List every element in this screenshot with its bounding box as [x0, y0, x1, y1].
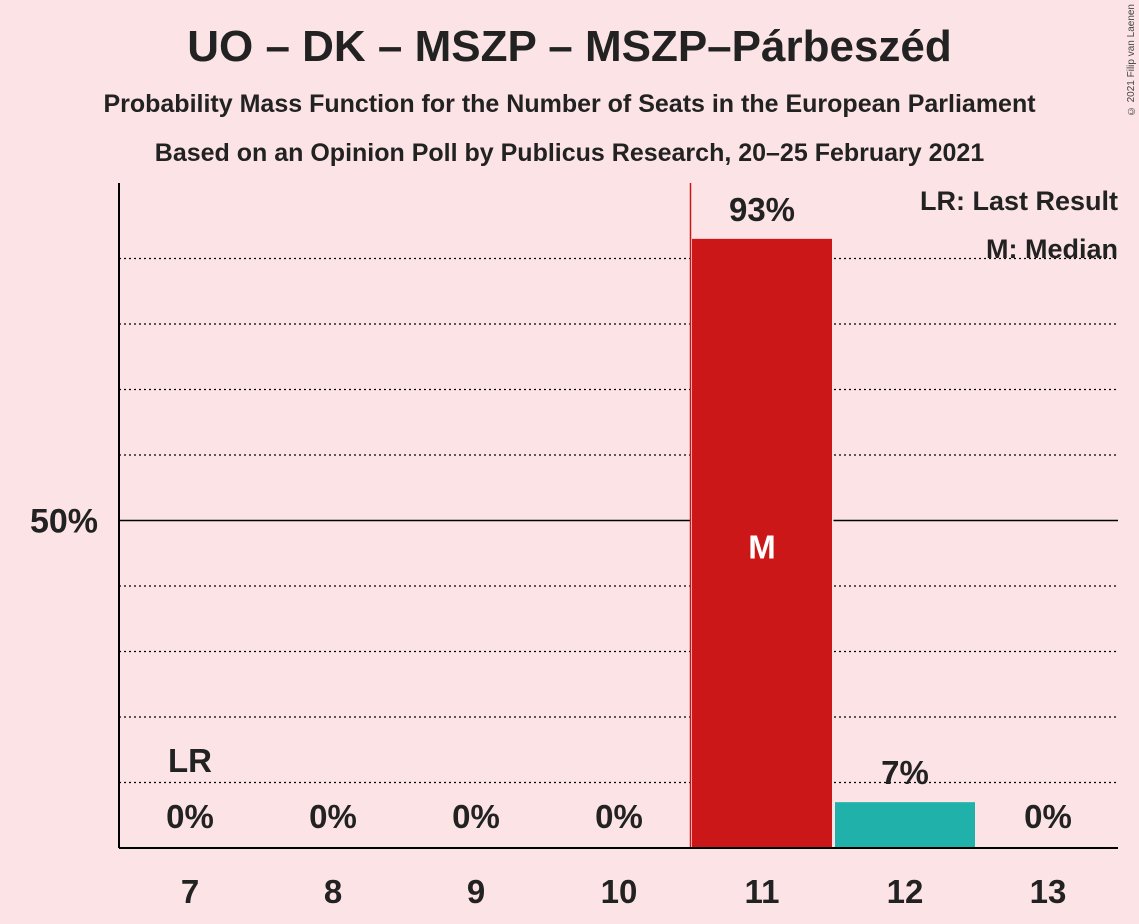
value-label-8: 0%: [309, 798, 357, 835]
x-tick-label-11: 11: [745, 873, 780, 910]
y-tick-label: 50%: [30, 503, 98, 541]
value-label-11: 93%: [729, 191, 795, 228]
chart-subtitle-2: Based on an Opinion Poll by Publicus Res…: [154, 139, 985, 167]
value-label-13: 0%: [1024, 798, 1072, 835]
x-tick-label-9: 9: [467, 873, 485, 910]
chart-subtitle: Probability Mass Function for the Number…: [103, 90, 1036, 118]
x-tick-label-10: 10: [601, 873, 638, 910]
legend-last-result: LR: Last Result: [920, 186, 1118, 216]
axes: 50% 7 8 9 10 11 12 13: [30, 183, 1118, 910]
value-label-10: 0%: [595, 798, 643, 835]
legend-median: M: Median: [986, 234, 1118, 264]
value-labels: 0% LR 0% 0% 0% 93% M 7% 0%: [166, 191, 1072, 835]
last-result-marker: LR: [168, 742, 212, 779]
bars: [690, 238, 977, 849]
gridlines: [119, 257, 1118, 784]
value-label-7: 0%: [166, 798, 214, 835]
chart-title: UO – DK – MSZP – MSZP–Párbeszéd: [187, 22, 952, 71]
value-label-9: 0%: [452, 798, 500, 835]
bar-11: [692, 238, 832, 849]
bar-12: [835, 802, 975, 848]
legend: LR: Last Result M: Median: [920, 186, 1118, 264]
x-tick-label-7: 7: [181, 873, 199, 910]
x-tick-label-13: 13: [1030, 873, 1067, 910]
x-tick-label-12: 12: [887, 873, 924, 910]
median-marker: M: [748, 529, 776, 566]
value-label-12: 7%: [881, 754, 929, 791]
x-tick-label-8: 8: [324, 873, 342, 910]
